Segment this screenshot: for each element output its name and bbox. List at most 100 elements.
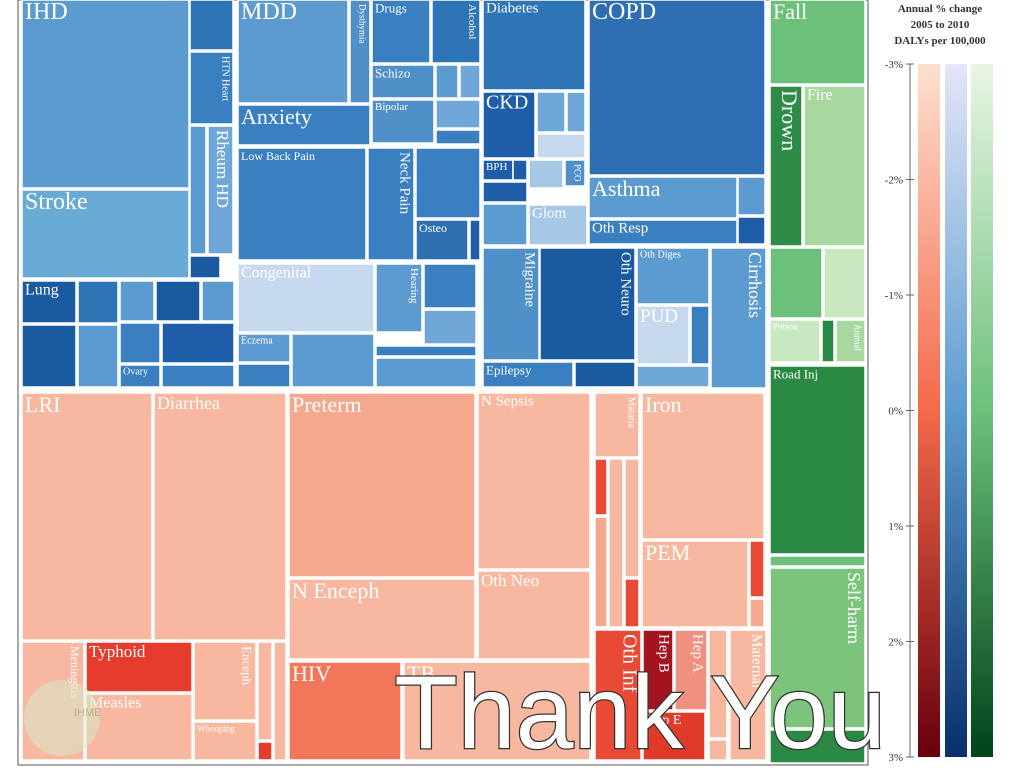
watermark-text: IHME <box>74 707 102 719</box>
cell-label: Bipolar <box>375 101 408 113</box>
treemap-cell <box>193 641 257 721</box>
treemap-cell <box>528 159 564 189</box>
treemap-cell <box>153 392 287 641</box>
cell-label: Iron <box>645 392 682 417</box>
cell-label: HIV <box>292 661 331 686</box>
cell-label: PUD <box>640 306 678 327</box>
legend-bar <box>918 64 940 757</box>
cell-label: Hep E <box>646 713 681 728</box>
legend-title: 2005 to 2010 <box>911 19 970 31</box>
treemap-cell <box>189 255 221 279</box>
treemap-cell <box>189 0 234 51</box>
treemap-cell <box>769 365 866 555</box>
cell-label: Oth Neo <box>481 571 539 590</box>
legend-tick-label: 1% <box>888 521 903 533</box>
cell-label: Diabetes <box>486 1 539 17</box>
cell-label: Stroke <box>25 189 88 215</box>
treemap-cell <box>189 51 234 125</box>
treemap-cell <box>237 147 367 261</box>
treemap-cell <box>608 458 624 628</box>
treemap-cell <box>482 203 528 246</box>
cell-label: Migraine <box>521 252 537 307</box>
treemap-cell <box>119 280 155 322</box>
treemap-cell <box>574 361 636 388</box>
cell-label: Eczema <box>241 335 273 346</box>
cell-label: IHD <box>25 0 68 25</box>
treemap-cell <box>594 516 608 628</box>
cell-label: Low Back Pain <box>241 149 315 163</box>
treemap-cell <box>257 641 273 741</box>
treemap-cell <box>769 0 866 85</box>
cell-label: Schizo <box>375 66 410 81</box>
treemap-cell <box>729 629 767 761</box>
treemap-cell <box>371 0 431 64</box>
treemap-cell <box>291 333 375 388</box>
treemap-cell <box>85 693 193 761</box>
treemap-cell <box>769 567 866 729</box>
treemap-cell <box>588 176 738 219</box>
treemap-cell <box>257 741 273 761</box>
cell-label: Measles <box>89 694 141 711</box>
cell-label: TB <box>407 661 435 686</box>
cell-label: COPD <box>592 0 656 25</box>
treemap-cell <box>435 129 481 145</box>
cell-label: Poison <box>773 321 798 331</box>
treemap-cell <box>77 280 119 324</box>
treemap-cell <box>237 363 291 388</box>
treemap-cell <box>119 322 161 364</box>
treemap-cell <box>21 324 77 388</box>
legend-tick-label: -2% <box>885 175 903 187</box>
treemap-cell <box>237 333 291 363</box>
treemap-cell <box>201 280 235 322</box>
treemap-cell <box>769 247 823 319</box>
treemap-cell <box>749 540 765 598</box>
cell-label: LRI <box>25 392 60 417</box>
treemap-cell <box>375 345 477 357</box>
treemap-cell <box>821 319 835 363</box>
treemap-cell <box>566 91 586 133</box>
treemap-cell <box>477 392 591 570</box>
cell-label: Rheum HD <box>213 130 232 208</box>
cell-label: Malaria <box>626 397 637 429</box>
cell-label: Maternal <box>748 634 764 688</box>
treemap-cell <box>710 247 767 389</box>
treemap-cell <box>21 0 190 189</box>
treemap-cell <box>237 104 371 146</box>
treemap-cell <box>690 305 710 365</box>
treemap-cell <box>375 263 423 333</box>
treemap-cell <box>642 629 674 711</box>
treemap-cell <box>21 392 153 641</box>
treemap-cell <box>469 219 481 261</box>
treemap-cell <box>636 305 690 365</box>
cell-label: BPH <box>486 161 507 173</box>
treemap-cell <box>835 319 866 363</box>
treemap-cell <box>564 159 586 187</box>
treemap-cell <box>189 125 207 255</box>
cell-label: Hep B <box>655 634 671 673</box>
treemap-cell <box>193 721 257 761</box>
treemap-cell <box>536 133 586 159</box>
cell-label: Road Inj <box>773 367 818 382</box>
treemap-cell <box>435 99 481 129</box>
treemap-cell <box>594 392 640 458</box>
cell-label: N Enceph <box>292 578 379 603</box>
legend-tick-label: -1% <box>885 290 903 302</box>
treemap-cell <box>803 85 866 247</box>
treemap: IHD HTN Heart Rheum HD Stroke Lung Ovary MDD Dy… <box>21 0 866 764</box>
treemap-cell <box>708 739 728 761</box>
cell-label: Ovary <box>123 366 148 377</box>
treemap-cell <box>273 641 287 761</box>
cell-label: Whooping <box>197 723 235 733</box>
treemap-cell <box>674 629 708 711</box>
cell-label: Typhoid <box>89 642 146 661</box>
treemap-cell <box>624 578 640 628</box>
treemap-cell <box>594 629 642 761</box>
treemap-cell <box>155 280 201 322</box>
cell-label: Hep A <box>689 634 705 673</box>
treemap-cell <box>769 729 866 764</box>
treemap-cell <box>482 361 574 388</box>
watermark-logo <box>24 680 100 756</box>
treemap-cell <box>119 364 161 388</box>
cell-label: Drown <box>777 90 802 151</box>
treemap-cell <box>539 247 636 361</box>
